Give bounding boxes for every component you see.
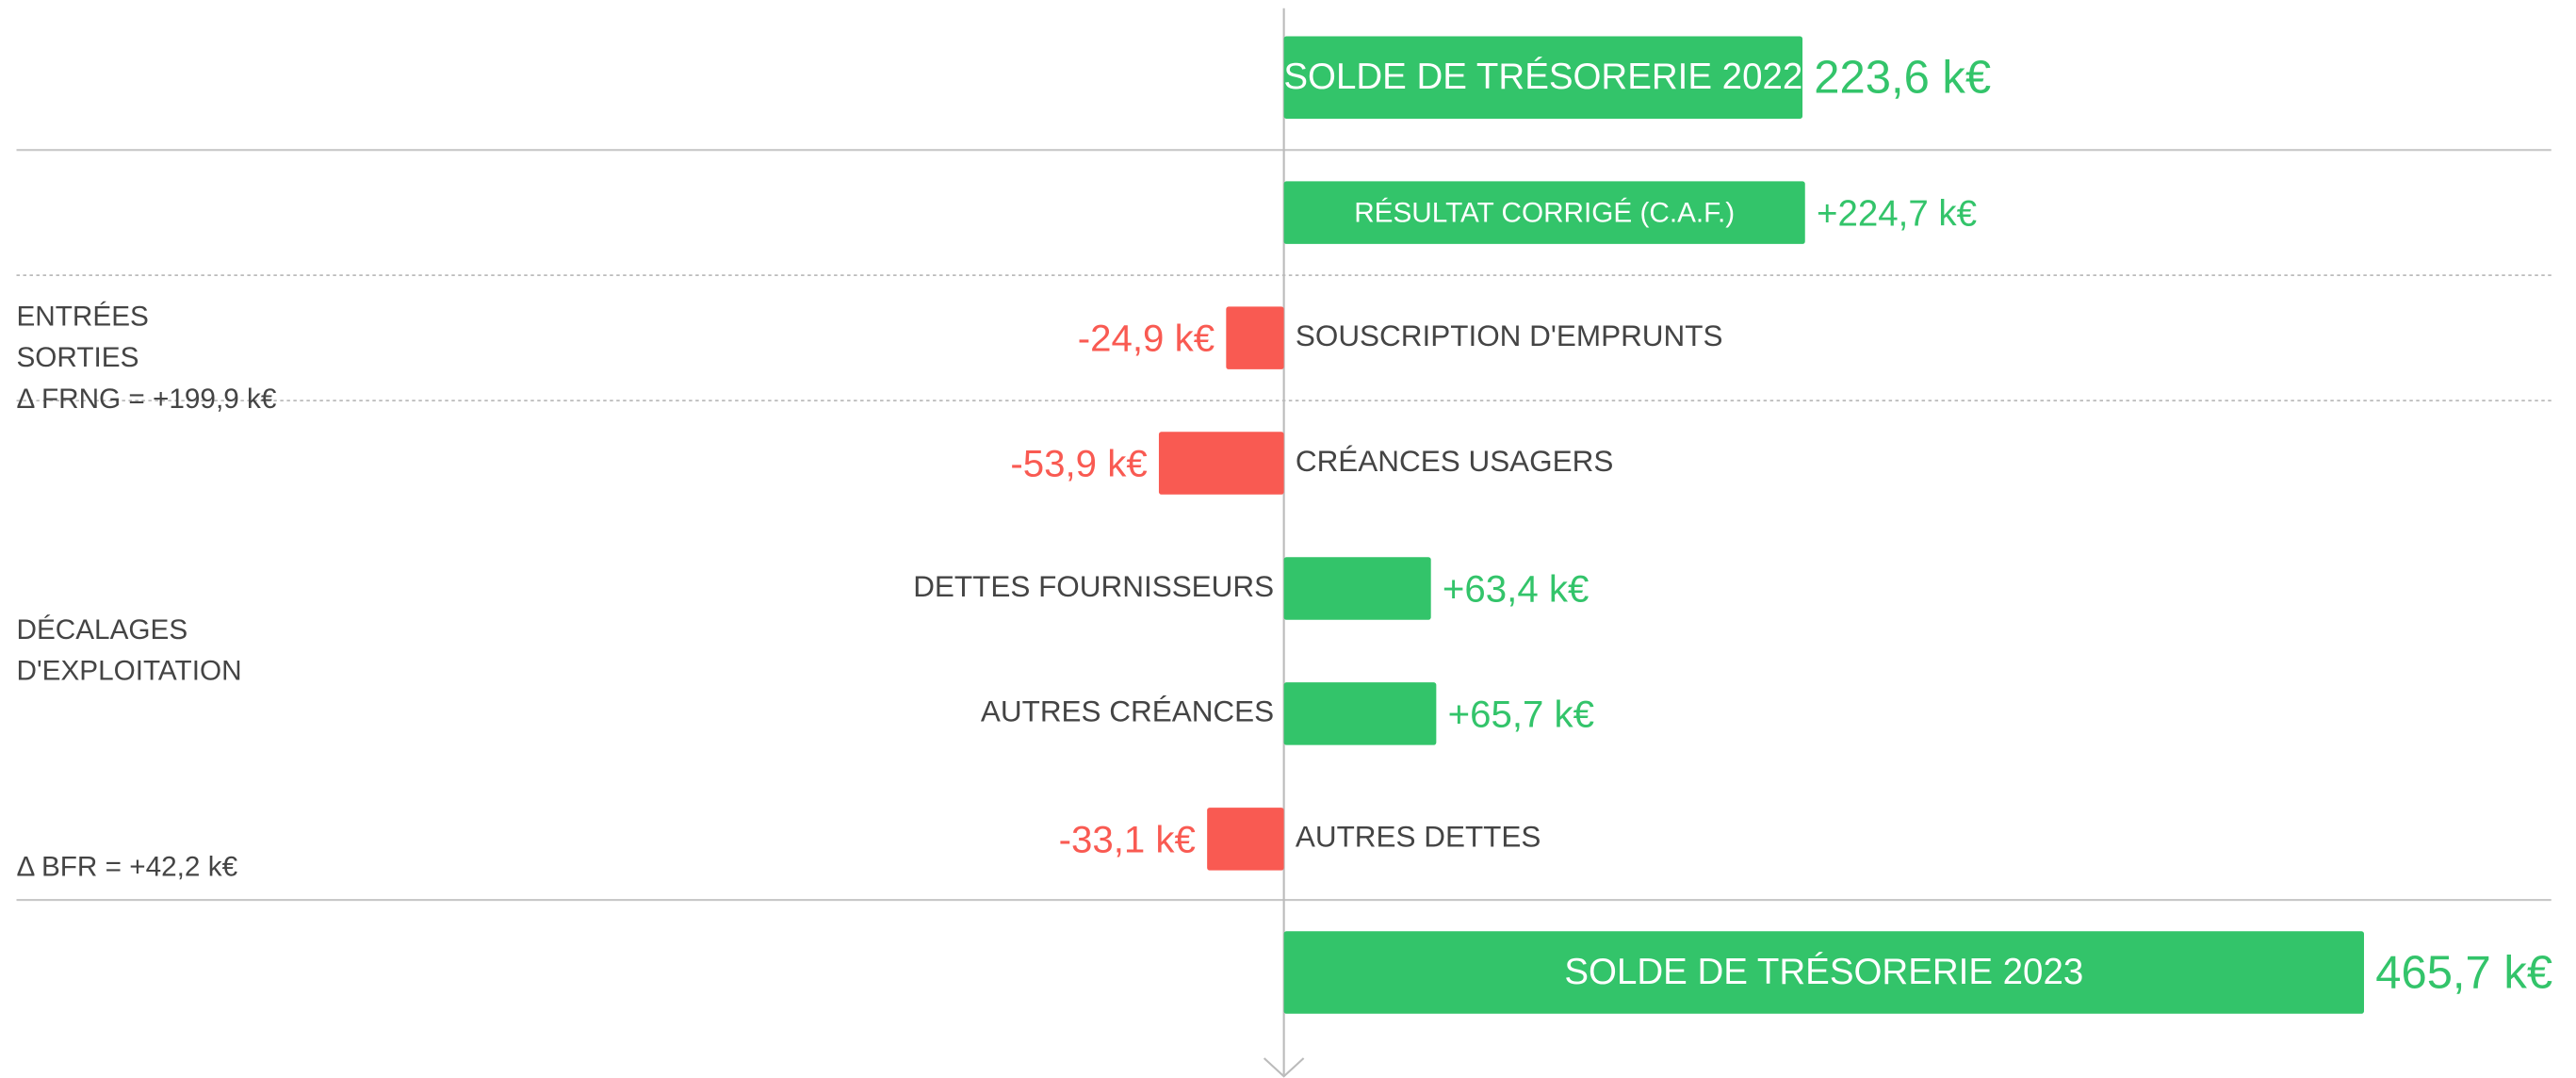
- bar: [1158, 432, 1284, 495]
- value-label: +224,7 k€: [1817, 193, 1977, 234]
- value-label: +65,7 k€: [1448, 694, 1594, 736]
- value-label: -24,9 k€: [1078, 318, 1215, 360]
- bar: [1283, 36, 1803, 119]
- bar-label: DETTES FOURNISSEURS: [913, 570, 1274, 603]
- bar-label: SOUSCRIPTION D'EMPRUNTS: [1296, 319, 1723, 352]
- bar: [1283, 181, 1805, 244]
- bar: [1283, 931, 2364, 1014]
- bar-label: SOLDE DE TRÉSORERIE 2022: [1283, 57, 1802, 97]
- axis-arrow: [1263, 1057, 1305, 1078]
- bar-label: AUTRES CRÉANCES: [981, 695, 1274, 728]
- bar: [1226, 306, 1284, 369]
- bar-label: RÉSULTAT CORRIGÉ (C.A.F.): [1354, 197, 1735, 228]
- value-label: -33,1 k€: [1059, 818, 1196, 860]
- annotation: Δ FRNG = +199,9 k€: [16, 384, 276, 415]
- bar: [1283, 557, 1431, 620]
- bar: [1207, 808, 1284, 871]
- value-label: 223,6 k€: [1814, 53, 1991, 104]
- annotation: ENTRÉES: [16, 301, 148, 332]
- bar-label: CRÉANCES USAGERS: [1296, 445, 1613, 478]
- bar-label: SOLDE DE TRÉSORERIE 2023: [1564, 952, 2083, 992]
- annotation: D'EXPLOITATION: [16, 656, 241, 687]
- annotation: SORTIES: [16, 342, 139, 373]
- value-label: 465,7 k€: [2375, 947, 2552, 998]
- value-label: +63,4 k€: [1443, 568, 1589, 611]
- value-label: -53,9 k€: [1010, 443, 1147, 485]
- annotation: DÉCALAGES: [16, 614, 187, 645]
- bar-label: AUTRES DETTES: [1296, 821, 1541, 854]
- annotation: Δ BFR = +42,2 k€: [16, 852, 237, 883]
- bar: [1283, 682, 1437, 745]
